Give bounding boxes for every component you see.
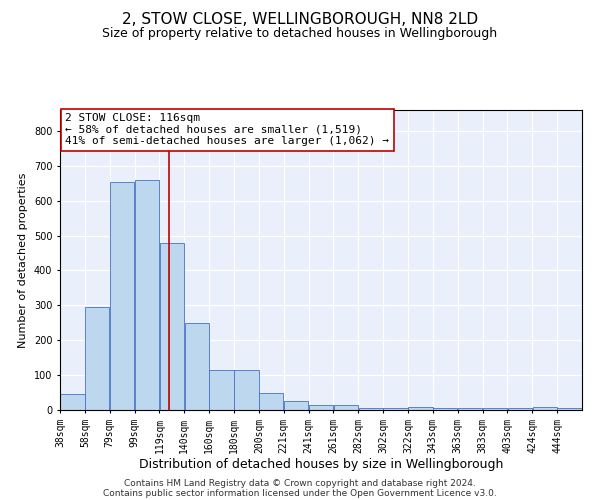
Text: Contains public sector information licensed under the Open Government Licence v3: Contains public sector information licen…	[103, 488, 497, 498]
Bar	[60, 394, 85, 410]
Bar	[458, 408, 482, 410]
Bar	[433, 408, 457, 410]
Bar	[557, 408, 582, 410]
Bar	[135, 180, 159, 410]
Text: Contains HM Land Registry data © Crown copyright and database right 2024.: Contains HM Land Registry data © Crown c…	[124, 478, 476, 488]
Bar	[234, 370, 259, 410]
Text: 2, STOW CLOSE, WELLINGBOROUGH, NN8 2LD: 2, STOW CLOSE, WELLINGBOROUGH, NN8 2LD	[122, 12, 478, 28]
X-axis label: Distribution of detached houses by size in Wellingborough: Distribution of detached houses by size …	[139, 458, 503, 471]
Text: 2 STOW CLOSE: 116sqm
← 58% of detached houses are smaller (1,519)
41% of semi-de: 2 STOW CLOSE: 116sqm ← 58% of detached h…	[65, 113, 389, 146]
Bar	[508, 408, 532, 410]
Bar	[160, 242, 184, 410]
Bar	[383, 408, 408, 410]
Bar	[110, 182, 134, 410]
Bar	[408, 407, 433, 410]
Bar	[309, 405, 333, 410]
Bar	[359, 408, 383, 410]
Bar	[334, 405, 358, 410]
Y-axis label: Number of detached properties: Number of detached properties	[19, 172, 28, 348]
Bar	[259, 392, 283, 410]
Bar	[209, 370, 234, 410]
Text: Size of property relative to detached houses in Wellingborough: Size of property relative to detached ho…	[103, 28, 497, 40]
Bar	[533, 406, 557, 410]
Bar	[185, 323, 209, 410]
Bar	[483, 408, 507, 410]
Bar	[85, 307, 109, 410]
Bar	[284, 402, 308, 410]
